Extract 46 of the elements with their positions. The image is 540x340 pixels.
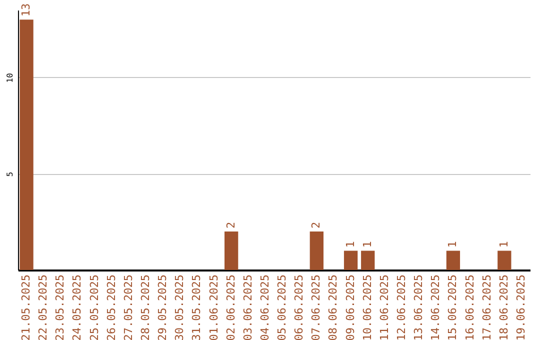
bar: [446, 250, 460, 270]
x-tick-label: 02.06.2025: [224, 274, 238, 340]
x-tick-label: 31.05.2025: [190, 274, 204, 340]
x-tick-label: 03.06.2025: [241, 274, 254, 340]
x-tick-label: 04.06.2025: [258, 274, 272, 340]
x-tick-label: 08.06.2025: [326, 274, 340, 340]
x-tick-label: 21.05.2025: [20, 274, 33, 340]
x-tick-label: 25.05.2025: [88, 274, 101, 340]
data-label: 1: [497, 241, 510, 248]
data-label: 1: [446, 241, 460, 248]
x-tick-label: 30.05.2025: [173, 274, 186, 340]
data-label: 2: [310, 222, 323, 228]
bar: [224, 231, 238, 270]
x-tick-label: 11.06.2025: [378, 274, 391, 340]
x-tick-label: 07.06.2025: [310, 274, 323, 340]
x-tick-label: 24.05.2025: [70, 274, 84, 340]
bar: [310, 231, 324, 270]
bar: [344, 250, 358, 270]
bar: [498, 250, 512, 270]
data-label: 2: [224, 222, 238, 228]
x-tick-label: 15.06.2025: [446, 274, 460, 340]
x-tick-label: 26.05.2025: [104, 274, 118, 340]
x-tick-label: 09.06.2025: [344, 274, 357, 340]
x-tick-label: 18.06.2025: [497, 274, 510, 340]
x-tick-label: 27.05.2025: [122, 274, 135, 340]
x-tick-label: 12.06.2025: [395, 274, 408, 340]
x-tick-label: 10.06.2025: [360, 274, 374, 340]
x-tick-label: 17.06.2025: [480, 274, 494, 340]
x-tick-label: 22.05.2025: [36, 274, 50, 340]
x-tick-label: 05.06.2025: [276, 274, 289, 340]
x-tick-label: 16.06.2025: [463, 274, 476, 340]
data-label: 1: [344, 241, 357, 248]
data-label: 1: [360, 241, 374, 248]
x-tick-label: 28.05.2025: [139, 274, 152, 340]
bar: [20, 20, 34, 270]
y-tick-label: 5: [6, 172, 14, 177]
x-tick-label: 23.05.2025: [54, 274, 67, 340]
x-tick-label: 29.05.2025: [156, 274, 170, 340]
x-tick-label: 14.06.2025: [429, 274, 442, 340]
x-tick-label: 01.06.2025: [207, 274, 220, 340]
y-tick-label: 10: [6, 72, 14, 83]
x-tick-label: 19.06.2025: [514, 274, 528, 340]
x-tick-label: 06.06.2025: [292, 274, 306, 340]
data-label: 13: [20, 3, 33, 17]
bar: [361, 250, 375, 270]
x-tick-label: 13.06.2025: [412, 274, 426, 340]
